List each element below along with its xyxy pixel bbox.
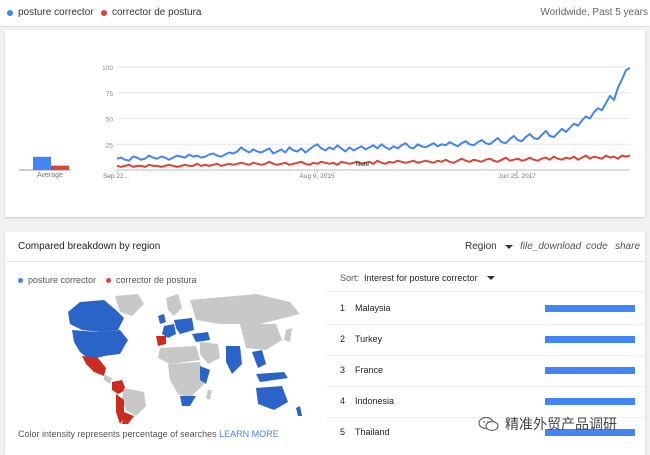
series-line-posture-corrector[interactable]: [116, 67, 631, 162]
region-breakdown-card: Compared breakdown by region Region file…: [5, 232, 645, 455]
rank-bar: [545, 305, 635, 312]
map-region-india: [226, 346, 242, 374]
legend-posture-corrector[interactable]: posture corrector: [7, 7, 94, 18]
chevron-down-icon: [486, 276, 495, 280]
average-chart: [19, 156, 71, 171]
y-tick-label: 25: [106, 142, 114, 149]
download-icon[interactable]: file_download: [520, 241, 582, 252]
map-region-central-africa: [168, 362, 204, 398]
map-region-japan: [284, 328, 292, 342]
map-region-russia: [190, 294, 300, 324]
y-tick-label: 100: [102, 65, 113, 72]
rank-bar: [545, 367, 635, 374]
map-region-east-africa: [200, 366, 210, 384]
region-card-title: Compared breakdown by region: [18, 241, 161, 252]
wechat-icon: [478, 416, 499, 432]
divider: [5, 261, 645, 262]
rank-number: 5: [340, 427, 346, 437]
map-region-spain: [156, 336, 166, 346]
ranking-row[interactable]: 1 Malaysia: [326, 293, 645, 325]
map-region-uk: [158, 314, 166, 324]
watermark: 精准外贸产品调研: [478, 414, 617, 434]
sort-control[interactable]: Sort: Interest for posture corrector: [340, 273, 495, 283]
y-tick-label: 50: [106, 117, 114, 124]
interest-over-time-card: Average 100 75 50 25 Sep 22... Aug 9, 2015 Jun…: [5, 30, 645, 217]
x-tick-label: Jun 25, 2017: [498, 173, 536, 180]
rank-bar: [545, 398, 635, 405]
sort-value: Interest for posture corrector: [364, 273, 478, 283]
sort-label: Sort:: [340, 273, 360, 283]
map-region-central-europe: [174, 318, 194, 334]
map-legend-label: posture corrector: [28, 275, 97, 285]
map-region-greenland: [115, 294, 144, 316]
map-region-china: [240, 324, 282, 350]
map-region-new-zealand: [296, 406, 302, 416]
rank-country: Turkey: [355, 334, 383, 344]
region-select-label: Region: [465, 241, 497, 252]
rank-country: France: [355, 365, 384, 375]
average-bar-posture-corrector: [33, 156, 51, 170]
map-region-brazil: [122, 388, 146, 416]
map-region-mexico: [82, 356, 106, 376]
legend-label: posture corrector: [18, 7, 94, 18]
map-region-france: [162, 324, 176, 338]
watermark-text: 精准外贸产品调研: [505, 416, 617, 432]
rank-number: 2: [340, 334, 346, 344]
map-region-se-asia: [252, 350, 266, 368]
map-region-australia: [256, 386, 288, 410]
map-note-text: Color intensity represents percentage of…: [18, 429, 217, 439]
code-icon[interactable]: code: [586, 241, 608, 252]
chart-annotation[interactable]: Note: [356, 161, 370, 168]
average-bar-corrector-de-postura: [51, 165, 69, 170]
share-icon[interactable]: share: [615, 241, 641, 252]
map-region-scandinavia: [166, 294, 182, 316]
rank-number: 4: [340, 396, 346, 406]
line-chart: 100 75 50 25 Sep 22... Aug 9, 2015 Jun 25, 201…: [102, 65, 631, 180]
rank-bar: [545, 336, 635, 343]
average-label: Average: [37, 172, 63, 179]
learn-more-link[interactable]: LEARN MORE: [219, 429, 279, 439]
map-region-turkey: [192, 332, 210, 342]
map-note: Color intensity represents percentage of…: [18, 429, 279, 439]
red-dot-icon: [101, 9, 107, 16]
blue-dot-icon: [7, 9, 13, 16]
rank-number: 3: [340, 365, 346, 375]
ranking-row[interactable]: 3 France: [326, 355, 645, 387]
map-region-madagascar: [206, 390, 212, 400]
map-region-argentina: [122, 412, 134, 424]
top-legend-bar: posture corrector corrector de postura W…: [0, 0, 650, 27]
rank-country: Thailand: [355, 427, 390, 437]
ranking-row[interactable]: 2 Turkey: [326, 324, 645, 356]
rank-number: 1: [340, 303, 346, 313]
legend-corrector-de-postura[interactable]: corrector de postura: [101, 7, 202, 18]
red-dot-icon: [106, 277, 111, 283]
blue-dot-icon: [18, 277, 23, 283]
ranking-row[interactable]: 5 Thailand: [326, 417, 645, 448]
rank-country: Malaysia: [355, 303, 391, 313]
map-region-indonesia: [256, 372, 288, 382]
x-tick-label: Sep 22...: [103, 173, 129, 180]
world-map[interactable]: [20, 294, 320, 424]
rank-country: Indonesia: [355, 396, 395, 406]
x-tick-label: Aug 9, 2015: [300, 173, 335, 180]
region-select[interactable]: Region: [465, 241, 513, 252]
map-region-south-africa: [180, 396, 196, 406]
map-region-middle-east: [200, 342, 220, 364]
series-line-corrector-de-postura[interactable]: [116, 154, 631, 168]
map-region-andes: [116, 394, 124, 424]
y-tick-label: 75: [106, 91, 114, 98]
map-region-colombia: [112, 380, 126, 394]
scope-label[interactable]: Worldwide, Past 5 years: [540, 7, 648, 18]
map-region-north-africa: [158, 346, 200, 364]
map-region-central-america: [104, 374, 112, 384]
legend-label: corrector de postura: [112, 7, 202, 18]
map-region-usa: [72, 330, 128, 360]
map-legend-corrector-de-postura: corrector de postura: [106, 275, 197, 285]
map-legend-posture-corrector: posture corrector: [18, 275, 96, 285]
rank-bar: [545, 429, 635, 436]
map-region-canada: [68, 300, 124, 332]
map-legend-label: corrector de postura: [116, 275, 197, 285]
sort-row: [326, 265, 645, 292]
chevron-down-icon: [504, 244, 513, 249]
